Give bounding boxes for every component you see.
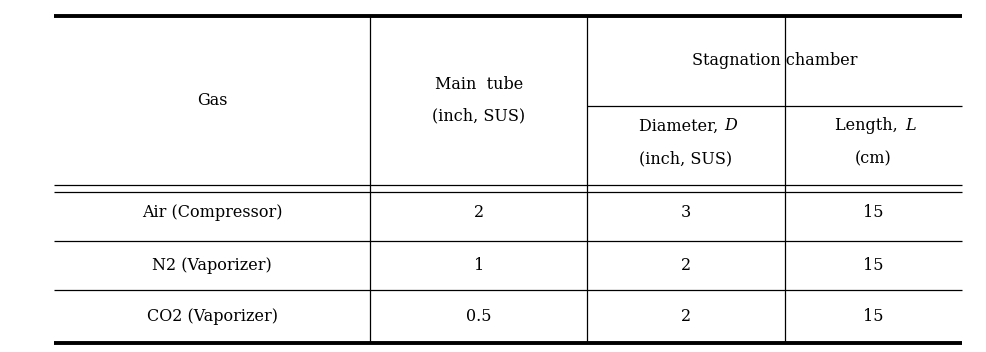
Text: (inch, SUS): (inch, SUS) — [432, 108, 525, 125]
Text: (cm): (cm) — [854, 151, 891, 168]
Text: CO2 (Vaporizer): CO2 (Vaporizer) — [147, 308, 277, 325]
Text: 15: 15 — [863, 257, 882, 274]
Text: 2: 2 — [680, 308, 690, 325]
Text: 2: 2 — [473, 205, 483, 221]
Text: Diameter,: Diameter, — [638, 117, 723, 134]
Text: L: L — [905, 117, 915, 134]
Text: Stagnation chamber: Stagnation chamber — [691, 52, 857, 69]
Text: 15: 15 — [863, 205, 882, 221]
Text: 0.5: 0.5 — [465, 308, 491, 325]
Text: 3: 3 — [680, 205, 690, 221]
Text: 15: 15 — [863, 308, 882, 325]
Text: Air (Compressor): Air (Compressor) — [142, 205, 282, 221]
Text: Main  tube: Main tube — [434, 76, 523, 93]
Text: Length,: Length, — [834, 117, 901, 134]
Text: D: D — [723, 117, 737, 134]
Text: 2: 2 — [680, 257, 690, 274]
Text: N2 (Vaporizer): N2 (Vaporizer) — [152, 257, 272, 274]
Text: Gas: Gas — [197, 92, 227, 109]
Text: (inch, SUS): (inch, SUS) — [639, 151, 732, 168]
Text: 1: 1 — [473, 257, 483, 274]
